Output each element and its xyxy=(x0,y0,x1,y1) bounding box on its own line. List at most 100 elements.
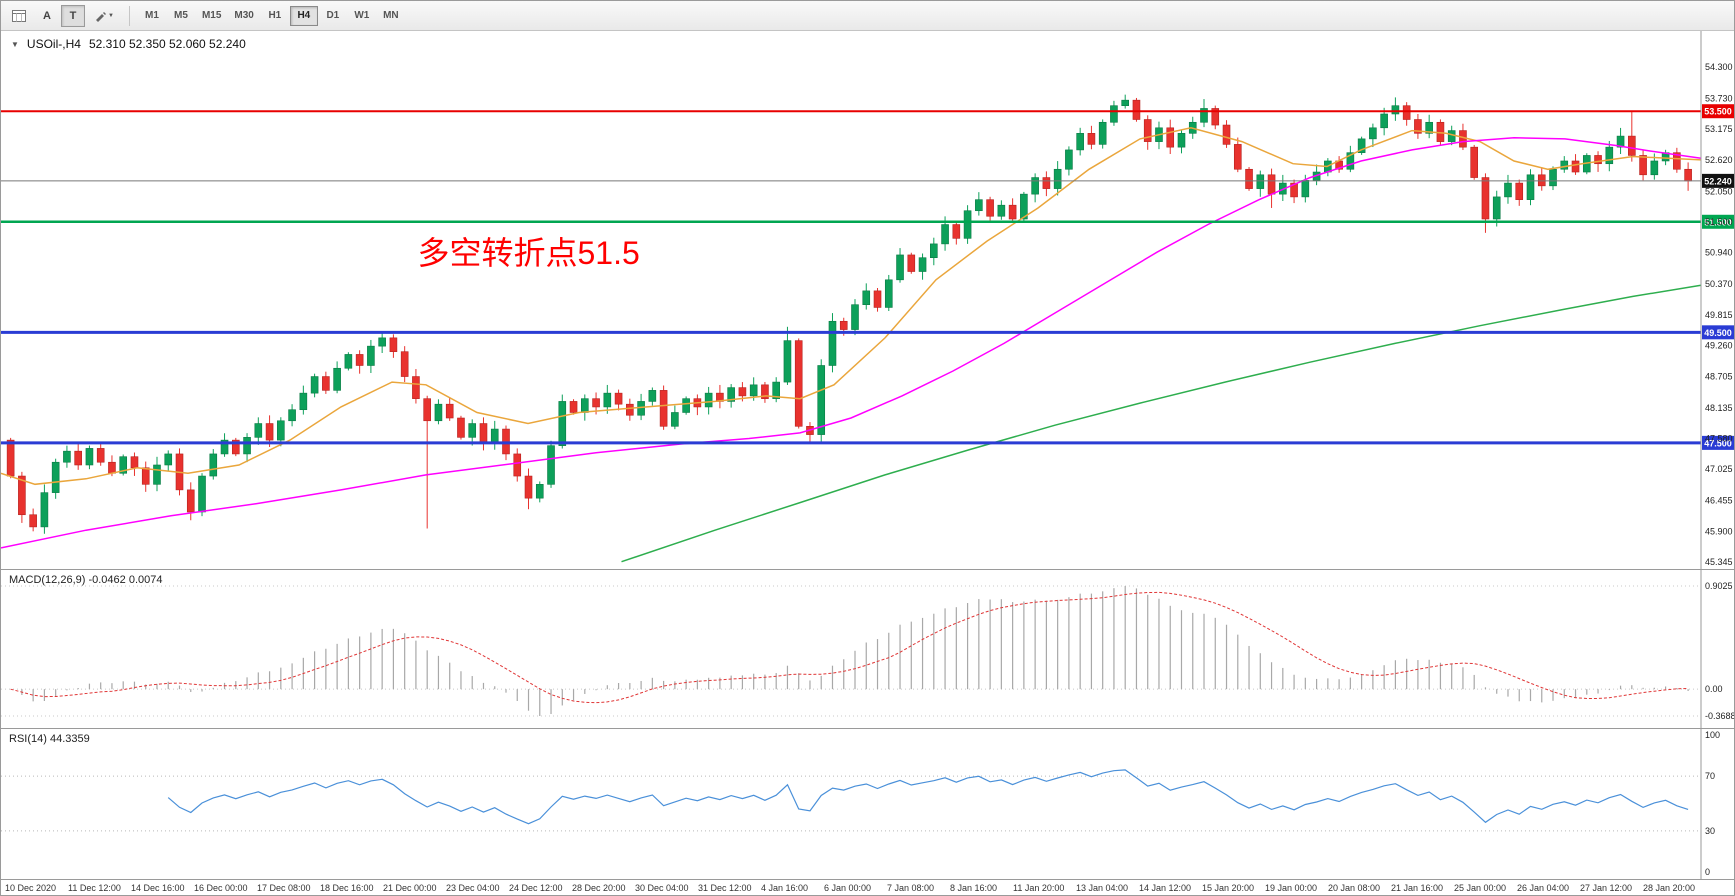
svg-text:49.260: 49.260 xyxy=(1705,341,1733,351)
level-price-badge xyxy=(1702,214,1734,229)
time-axis-label: 19 Jan 00:00 xyxy=(1265,883,1318,893)
candles-layer xyxy=(6,94,1692,534)
ma-fast-line xyxy=(1,127,1702,486)
time-axis-label: 13 Jan 04:00 xyxy=(1076,883,1129,893)
time-axis-label: 6 Jan 00:00 xyxy=(824,883,872,893)
svg-text:48.705: 48.705 xyxy=(1705,371,1733,381)
svg-text:53.500: 53.500 xyxy=(1704,107,1732,117)
time-axis-label: 24 Dec 12:00 xyxy=(509,883,563,893)
pencil-icon xyxy=(96,11,106,22)
rsi-line xyxy=(167,769,1689,825)
chart-window-icon[interactable] xyxy=(5,5,33,27)
toolbar-separator xyxy=(128,5,130,26)
time-axis-label: 23 Dec 04:00 xyxy=(446,883,500,893)
svg-text:47.500: 47.500 xyxy=(1704,438,1732,448)
macd-canvas[interactable]: 0.9025 0.00 -0.3688 xyxy=(1,570,1735,728)
level-price-badge xyxy=(1702,435,1734,450)
svg-text:54.300: 54.300 xyxy=(1705,62,1733,72)
level-price-badge xyxy=(1702,104,1734,119)
timeframe-h1-button[interactable]: H1 xyxy=(268,10,282,21)
ohlc-values: 52.310 52.350 52.060 52.240 xyxy=(88,37,246,51)
mini-chart-icon xyxy=(12,9,26,22)
collapse-triangle-icon[interactable]: ▼ xyxy=(11,39,19,49)
timeframe-d1-button[interactable]: D1 xyxy=(326,10,340,21)
svg-text:53.730: 53.730 xyxy=(1705,94,1733,104)
time-axis-label: 14 Jan 12:00 xyxy=(1139,883,1192,893)
time-axis: 10 Dec 2020 11 Dec 12:00 14 Dec 16:00 16 De… xyxy=(1,879,1734,895)
svg-text:51.500: 51.500 xyxy=(1705,217,1733,227)
macd-panel[interactable]: 0.9025 0.00 -0.3688 MACD(12,26,9) -0.0462 … xyxy=(1,569,1735,728)
timeframe-m5-button[interactable]: M5 xyxy=(174,10,188,21)
time-axis-label: 25 Jan 00:00 xyxy=(1454,883,1507,893)
svg-text:50.940: 50.940 xyxy=(1705,248,1733,258)
symbol-timeframe-label: USOil-,H4 xyxy=(26,37,81,51)
svg-text:47.025: 47.025 xyxy=(1705,464,1733,474)
svg-text:52.620: 52.620 xyxy=(1705,155,1733,165)
time-axis-label: 11 Dec 12:00 xyxy=(68,883,121,893)
macd-signal-line xyxy=(10,591,1689,704)
rsi-panel[interactable]: 100 70 30 0 RSI(14) 44.3359 xyxy=(1,728,1735,879)
level-price-badge xyxy=(1702,325,1734,340)
time-axis-label: 18 Dec 16:00 xyxy=(320,883,374,893)
main-chart-panel[interactable]: 53.500 51.500 49.500 47.500 52.240 54.300 53.7… xyxy=(1,31,1735,569)
timeframe-m30-button[interactable]: M30 xyxy=(234,10,254,21)
chart-annotation-text[interactable]: 多空转折点51.5 xyxy=(417,234,640,271)
text-tool-button[interactable]: T xyxy=(61,4,85,27)
time-axis-label: 8 Jan 16:00 xyxy=(950,883,998,893)
time-axis-label: 31 Dec 12:00 xyxy=(698,883,752,893)
svg-text:70: 70 xyxy=(1705,771,1715,781)
timeframe-h4-button[interactable]: H4 xyxy=(289,5,318,26)
svg-text:0.00: 0.00 xyxy=(1705,684,1723,694)
toolbar: A T ▼ M1 M5 M15 M30 H1 H4 D1 W1 MN xyxy=(1,1,1734,31)
rsi-canvas[interactable]: 100 70 30 0 xyxy=(1,729,1735,879)
svg-text:48.135: 48.135 xyxy=(1705,403,1733,413)
ma-slow-line xyxy=(621,284,1702,563)
svg-text:49.500: 49.500 xyxy=(1704,328,1732,338)
svg-text:51.500: 51.500 xyxy=(1704,217,1732,227)
time-axis-label: 21 Dec 00:00 xyxy=(383,883,437,893)
svg-text:52.240: 52.240 xyxy=(1704,176,1732,186)
time-axis-label: 30 Dec 04:00 xyxy=(635,883,689,893)
current-price-badge xyxy=(1702,173,1734,188)
time-axis-label: 7 Jan 08:00 xyxy=(887,883,935,893)
main-chart-canvas[interactable]: 53.500 51.500 49.500 47.500 52.240 54.300 53.7… xyxy=(1,31,1735,569)
svg-text:45.900: 45.900 xyxy=(1705,526,1733,536)
time-axis-label: 11 Jan 20:00 xyxy=(1013,883,1065,893)
time-axis-label: 27 Jan 12:00 xyxy=(1580,883,1633,893)
time-axis-label: 16 Dec 00:00 xyxy=(194,883,248,893)
svg-text:45.345: 45.345 xyxy=(1705,557,1733,567)
rsi-label: RSI(14) 44.3359 xyxy=(9,733,90,745)
time-axis-label: 14 Dec 16:00 xyxy=(131,883,185,893)
draw-tool-dropdown[interactable]: ▼ xyxy=(87,5,121,27)
timeframe-w1-button[interactable]: W1 xyxy=(354,10,370,21)
chart-title: ▼ USOil-,H4 52.310 52.350 52.060 52.240 xyxy=(11,37,246,51)
svg-text:53.175: 53.175 xyxy=(1705,124,1733,134)
svg-text:52.050: 52.050 xyxy=(1705,186,1733,196)
time-axis-label: 15 Jan 20:00 xyxy=(1202,883,1255,893)
arrow-text-tool-button[interactable]: A xyxy=(35,5,59,27)
timeframe-mn-button[interactable]: MN xyxy=(383,10,399,21)
timeframe-m1-button[interactable]: M1 xyxy=(145,10,159,21)
time-axis-label: 28 Dec 20:00 xyxy=(572,883,626,893)
svg-text:0: 0 xyxy=(1705,867,1710,877)
time-axis-label: 21 Jan 16:00 xyxy=(1391,883,1444,893)
timeframe-buttons: M1 M5 M15 M30 H1 H4 D1 W1 MN xyxy=(138,5,405,26)
svg-text:46.455: 46.455 xyxy=(1705,496,1733,506)
horizontal-levels-layer[interactable]: 53.500 51.500 49.500 47.500 xyxy=(1,104,1735,450)
svg-text:30: 30 xyxy=(1705,826,1715,836)
svg-text:47.580: 47.580 xyxy=(1705,433,1733,443)
timeframe-m15-button[interactable]: M15 xyxy=(201,10,222,21)
svg-text:49.815: 49.815 xyxy=(1705,310,1733,320)
svg-text:50.370: 50.370 xyxy=(1705,279,1733,289)
time-axis-label: 26 Jan 04:00 xyxy=(1517,883,1570,893)
time-axis-label: 28 Jan 20:00 xyxy=(1643,883,1696,893)
svg-text:-0.3688: -0.3688 xyxy=(1705,711,1735,721)
time-axis-label: 17 Dec 08:00 xyxy=(257,883,311,893)
chevron-down-icon: ▼ xyxy=(108,12,114,19)
svg-text:100: 100 xyxy=(1705,730,1720,740)
moving-averages-layer xyxy=(1,127,1702,563)
svg-text:0.9025: 0.9025 xyxy=(1705,581,1733,591)
time-axis-label: 4 Jan 16:00 xyxy=(761,883,809,893)
time-axis-label: 10 Dec 2020 xyxy=(5,883,57,893)
